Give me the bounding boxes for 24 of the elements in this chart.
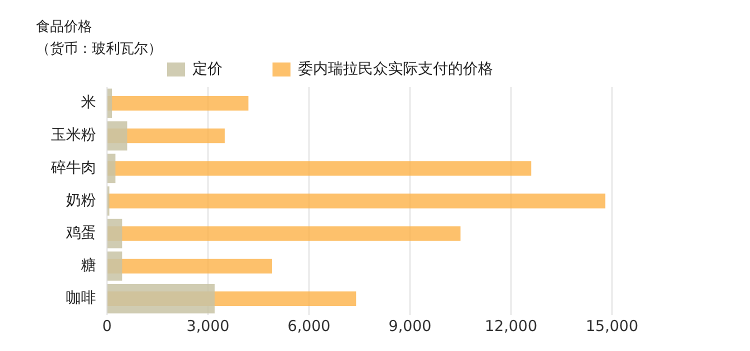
bar xyxy=(108,218,122,248)
y-tick-label: 奶粉 xyxy=(66,190,96,209)
bar xyxy=(108,194,606,208)
y-tick-label: 鸡蛋 xyxy=(65,223,96,242)
bar xyxy=(108,251,122,281)
x-tick-label: 6,000 xyxy=(288,316,330,335)
x-tick-label: 0 xyxy=(102,316,112,335)
y-tick-label: 碎牛肉 xyxy=(50,158,96,176)
bar xyxy=(108,88,112,118)
legend-label: 定价 xyxy=(192,59,222,78)
bar xyxy=(108,284,215,314)
chart-subtitle: （货币：玻利瓦尔） xyxy=(36,40,162,59)
x-tick-label: 15,000 xyxy=(586,316,638,335)
y-tick-label: 玉米粉 xyxy=(51,126,96,144)
x-tick-label: 3,000 xyxy=(186,316,230,335)
chart-title: 食品价格 xyxy=(36,18,93,37)
bar xyxy=(108,154,116,184)
bar xyxy=(108,121,128,151)
legend-label: 委内瑞拉民众实际支付的价格 xyxy=(298,59,493,78)
y-tick-label: 咖啡 xyxy=(66,288,96,307)
y-tick-label: 米 xyxy=(81,93,96,112)
x-tick-label: 9,000 xyxy=(388,316,432,335)
y-tick-label: 糖 xyxy=(81,256,96,274)
x-tick-label: 12,000 xyxy=(484,316,538,335)
